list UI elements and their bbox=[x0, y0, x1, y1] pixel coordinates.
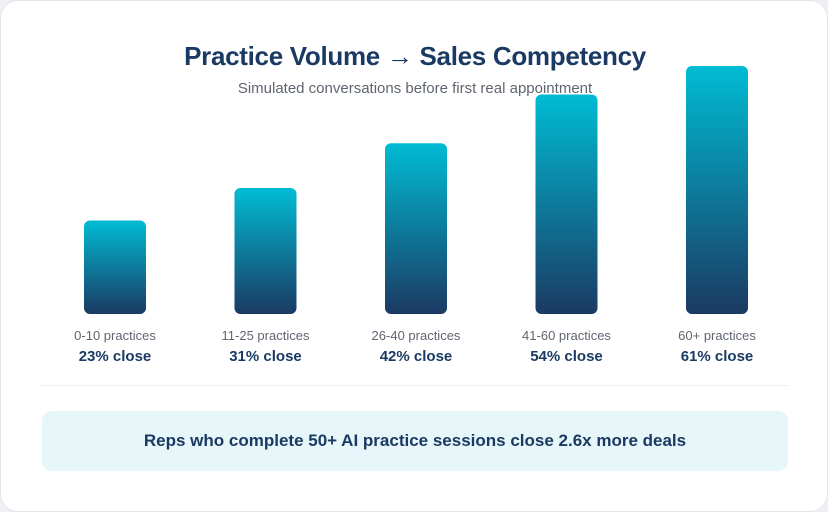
bars-group bbox=[84, 66, 748, 314]
bar-1 bbox=[234, 187, 297, 314]
insight-callout: Reps who complete 50+ AI practice sessio… bbox=[42, 411, 788, 471]
bar-4 bbox=[686, 66, 748, 314]
bar-2 bbox=[385, 143, 447, 314]
value-label: 23% close bbox=[79, 348, 152, 365]
insight-callout-text: Reps who complete 50+ AI practice sessio… bbox=[143, 431, 687, 450]
value-label: 54% close bbox=[530, 348, 603, 365]
bar-chart: 0-10 practices 23% close 11-25 practices 31… bbox=[74, 66, 756, 365]
category-label: 11-25 practices bbox=[222, 328, 310, 343]
bar-3 bbox=[535, 94, 598, 314]
category-label: 60+ practices bbox=[678, 328, 756, 343]
category-label: 41-60 practices bbox=[522, 328, 611, 343]
value-label: 61% close bbox=[681, 348, 754, 365]
chart-subtitle: Simulated conversations before first rea… bbox=[237, 80, 593, 97]
category-label: 0-10 practices bbox=[74, 328, 156, 343]
value-label: 42% close bbox=[380, 348, 453, 365]
labels-group: 0-10 practices 23% close 11-25 practices 31… bbox=[74, 328, 756, 365]
divider bbox=[41, 385, 789, 386]
category-label: 26-40 practices bbox=[372, 328, 461, 343]
bar-0 bbox=[84, 220, 146, 314]
value-label: 31% close bbox=[229, 348, 302, 365]
chart-title: Practice Volume → Sales Competency bbox=[184, 41, 646, 71]
